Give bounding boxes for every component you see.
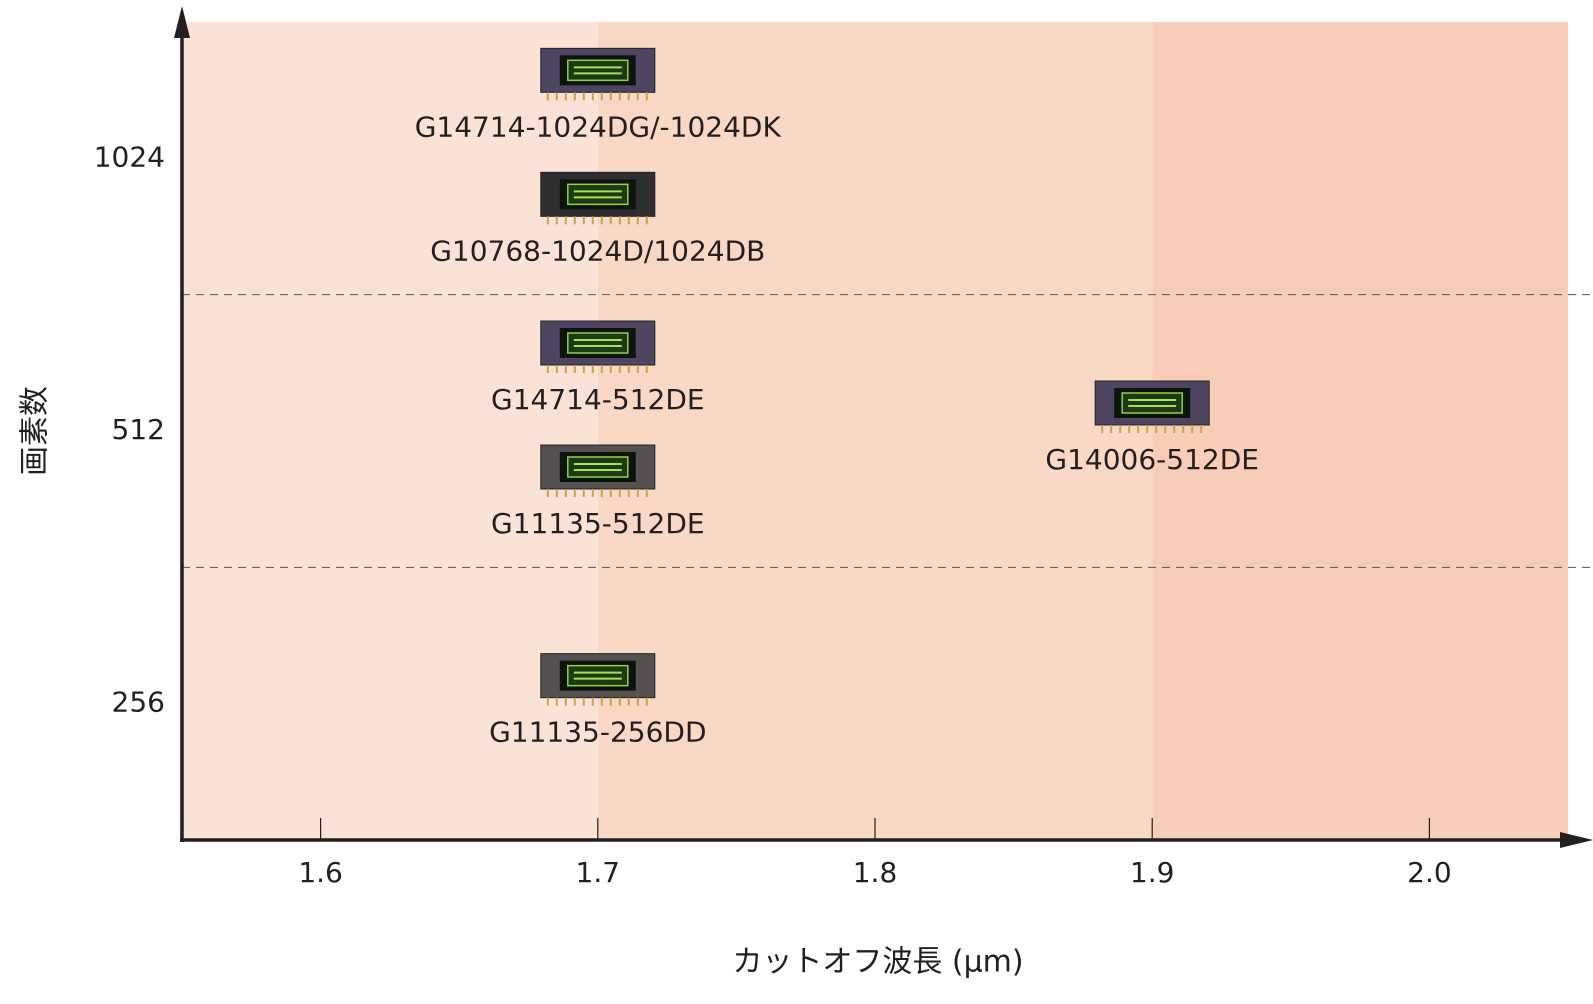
point-label: G14714-512DE [491,383,705,416]
sensor-chip [541,172,655,224]
sensor-chip [541,321,655,373]
x-tick-label: 1.6 [298,856,343,889]
chip-die [568,333,628,353]
chip-die [568,457,628,477]
point-label: G11135-512DE [491,507,705,540]
chip-die [568,60,628,80]
point-label: G10768-1024D/1024DB [430,234,765,267]
y-tick-label: 1024 [94,140,165,173]
y-tick-label: 256 [112,686,165,719]
chip-die [568,666,628,686]
y-tick-label: 512 [112,413,165,446]
x-tick-label: 1.9 [1130,856,1175,889]
x-axis-arrow [1560,832,1593,848]
x-tick-label: 1.7 [576,856,621,889]
background [182,22,1568,840]
sensor-chip [541,654,655,706]
y-axis-label: 画素数 [18,386,53,476]
point-label: G11135-256DD [489,716,706,749]
shaded-region [1152,22,1568,840]
point-label: G14714-1024DG/-1024DK [415,110,782,143]
chart: カットオフ波長 (μm) 画素数 1.6 1.7 1.8 1.9 2.0 256 512 10… [0,0,1593,1000]
sensor-chip [1095,381,1209,433]
point-label: G14006-512DE [1045,443,1259,476]
x-tick-label: 1.8 [853,856,898,889]
chip-die [568,184,628,204]
x-axis-label: カットオフ波長 (μm) [732,945,1023,980]
sensor-chip [541,445,655,497]
sensor-chip [541,48,655,100]
x-tick-label: 2.0 [1407,856,1452,889]
chip-die [1122,393,1182,413]
